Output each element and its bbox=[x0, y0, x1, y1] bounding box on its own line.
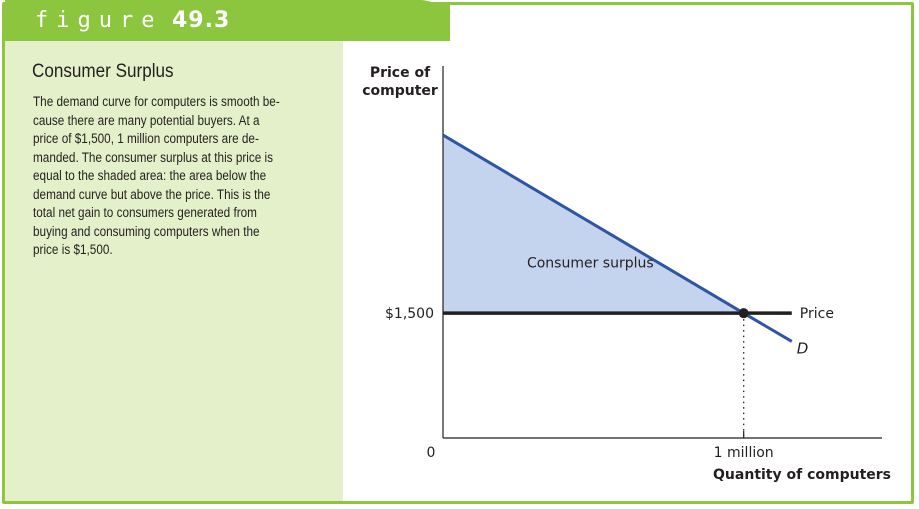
caption-line: equal to the shaded area: the area below… bbox=[33, 168, 267, 183]
figure-frame bbox=[2, 2, 914, 504]
caption-line: buying and consuming computers when the bbox=[33, 223, 260, 239]
x-axis-title: Quantity of computers bbox=[713, 467, 891, 483]
figure-number: 49.3 bbox=[172, 8, 231, 33]
demand-curve-label: D bbox=[797, 339, 809, 357]
y-axis-title-line-2: computer bbox=[362, 83, 438, 99]
x-tick-label-quantity: 1 million bbox=[714, 445, 774, 461]
caption-line: price is $1,500. bbox=[33, 242, 113, 257]
header-spacer bbox=[450, 5, 910, 41]
y-axis-title-line-1: Price of bbox=[370, 65, 431, 81]
caption-body: The demand curve for computers is smooth… bbox=[33, 93, 324, 260]
figure-word: figure bbox=[35, 8, 163, 33]
origin-label: 0 bbox=[427, 445, 436, 461]
caption-line: total net gain to consumers generated fr… bbox=[33, 205, 257, 220]
caption-line: demand curve but above the price. This i… bbox=[33, 186, 271, 202]
caption-line: The demand curve for computers is smooth… bbox=[33, 94, 280, 109]
caption-panel bbox=[5, 41, 343, 504]
y-tick-label-price: $1,500 bbox=[385, 306, 434, 322]
figure-tab: figure 49.3 bbox=[5, 0, 450, 41]
caption-title: Consumer Surplus bbox=[32, 61, 174, 82]
caption-line: price of $1,500, 1 million computers are… bbox=[33, 131, 259, 146]
price-line-label: Price bbox=[800, 306, 834, 322]
equilibrium-point bbox=[738, 308, 749, 319]
caption-line: cause there are many potential buyers. A… bbox=[33, 112, 260, 128]
consumer-surplus-label: Consumer surplus bbox=[527, 255, 654, 271]
caption-line: manded. The consumer surplus at this pri… bbox=[33, 149, 274, 165]
